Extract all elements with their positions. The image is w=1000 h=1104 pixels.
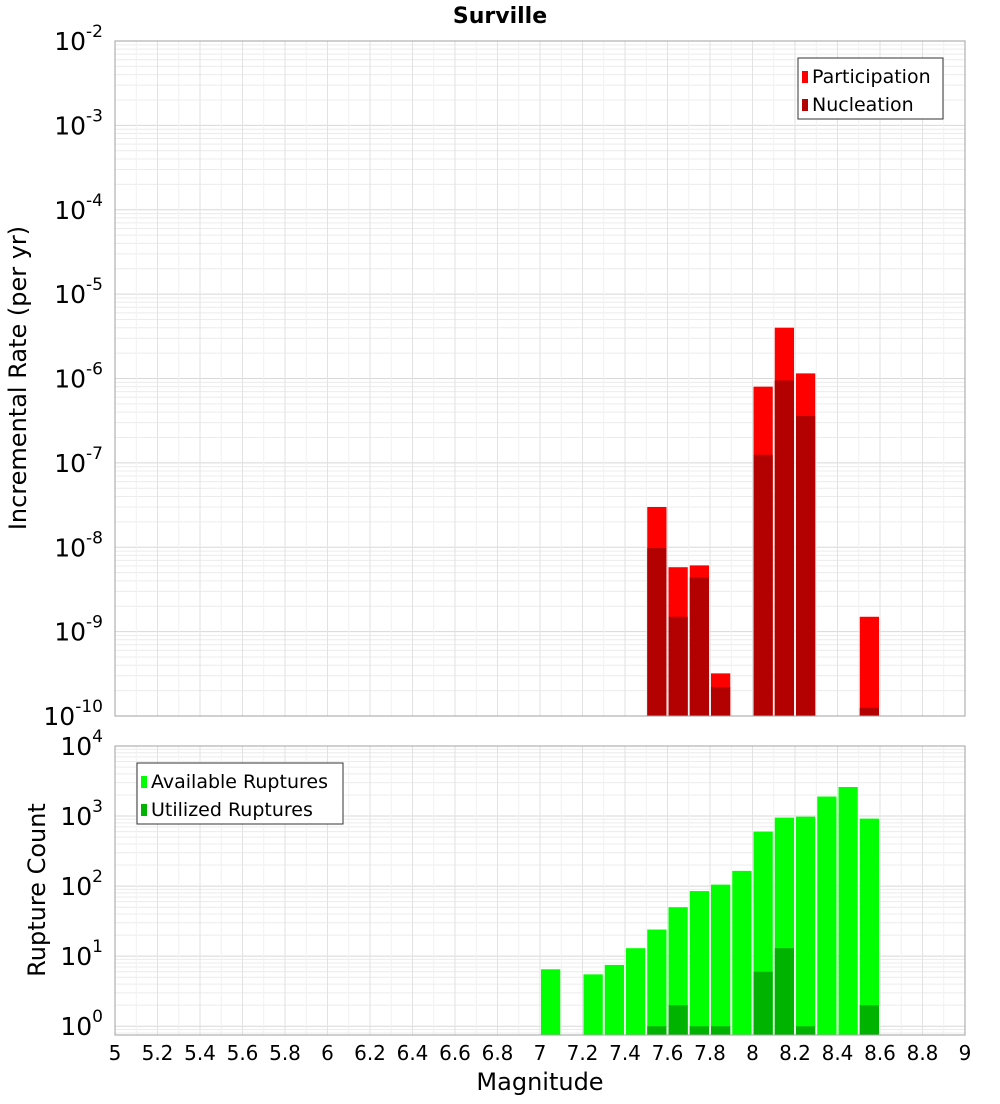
x-tick-label: 8 <box>746 1041 759 1065</box>
bottom-bar <box>689 1026 709 1035</box>
top-legend-box <box>797 57 944 120</box>
top-y-axis-label: Incremental Rate (per yr) <box>4 226 32 530</box>
top-bar <box>774 380 794 716</box>
top-gridlines <box>114 41 966 717</box>
bottom-bar <box>817 796 837 1035</box>
x-tick-label: 8.4 <box>822 1041 854 1065</box>
top-y-tick-label: 10-5 <box>54 275 103 309</box>
top-bar <box>689 577 709 716</box>
x-tick-label: 7 <box>534 1041 547 1065</box>
bottom-series-1 <box>647 948 879 1035</box>
x-tick-label: 7.8 <box>694 1041 726 1065</box>
top-bar <box>753 454 773 716</box>
x-tick-label: 9 <box>959 1041 972 1065</box>
bottom-bar <box>689 891 709 1035</box>
x-tick-label: 5.4 <box>184 1041 216 1065</box>
x-tick-label: 6.6 <box>439 1041 471 1065</box>
bottom-legend-label: Available Ruptures <box>151 771 328 793</box>
x-tick-label: 5.6 <box>227 1041 259 1065</box>
x-tick-label: 6.8 <box>482 1041 514 1065</box>
x-tick-label: 8.6 <box>864 1041 896 1065</box>
x-tick-label: 6.2 <box>354 1041 386 1065</box>
top-plot-frame <box>114 40 966 717</box>
bottom-bar <box>796 1026 816 1035</box>
bottom-legend-swatch <box>141 776 147 788</box>
bottom-y-tick-label: 103 <box>60 797 103 831</box>
top-bar <box>647 547 667 716</box>
x-tick-label: 5.2 <box>142 1041 174 1065</box>
top-y-tick-label: 10-8 <box>54 528 103 562</box>
bottom-legend: Available Ruptures Utilized Ruptures <box>136 762 344 825</box>
top-y-tick-label: 10-3 <box>54 106 103 140</box>
top-y-tick-label: 10-9 <box>54 613 103 647</box>
bottom-y-tick-label: 104 <box>60 727 103 761</box>
bottom-bar <box>859 1005 879 1035</box>
top-legend-swatch <box>802 99 808 111</box>
chart-title: Surville <box>453 4 547 29</box>
bottom-y-tick-label: 100 <box>60 1007 103 1041</box>
top-y-tick-label: 10-10 <box>43 697 103 731</box>
bottom-bar <box>796 816 816 1035</box>
top-plot-panel: 10-2 10-3 10-4 10-5 10-6 10-7 10-8 10-9 10-10 Par… <box>43 22 966 731</box>
x-tick-label: 6 <box>321 1041 334 1065</box>
x-tick-label: 8.2 <box>779 1041 811 1065</box>
bottom-bar <box>753 971 773 1035</box>
x-tick-label: 5 <box>109 1041 122 1065</box>
bottom-bar <box>541 969 561 1035</box>
x-tick-label: 7.4 <box>609 1041 641 1065</box>
x-tick-label: 5.8 <box>269 1041 301 1065</box>
bottom-bar <box>711 884 731 1035</box>
top-y-tick-label: 10-4 <box>54 191 103 225</box>
bottom-bar <box>583 974 603 1035</box>
bottom-y-axis-label: Rupture Count <box>23 803 51 977</box>
top-y-tick-label: 10-2 <box>54 22 103 56</box>
top-bar <box>859 707 879 716</box>
bottom-bar <box>838 786 858 1035</box>
top-bar <box>711 687 731 716</box>
x-axis-label: Magnitude <box>476 1068 603 1096</box>
bottom-y-tick-label: 101 <box>60 937 103 971</box>
bottom-bar <box>732 870 752 1035</box>
top-series-1 <box>647 380 879 716</box>
bottom-legend-label: Utilized Ruptures <box>151 799 313 821</box>
bottom-y-tick-label: 102 <box>60 867 103 901</box>
bottom-legend-swatch <box>141 804 147 816</box>
bottom-bar <box>647 929 667 1035</box>
bottom-series-0 <box>541 786 879 1035</box>
bottom-bar <box>626 948 646 1035</box>
bottom-legend-box <box>136 762 344 825</box>
top-legend-swatch <box>802 71 808 83</box>
top-legend-label: Participation <box>812 66 931 88</box>
top-bar <box>668 616 688 716</box>
top-bar <box>859 616 879 716</box>
top-y-tick-label: 10-7 <box>54 444 103 478</box>
top-bar <box>796 415 816 716</box>
x-tick-label: 7.2 <box>567 1041 599 1065</box>
bottom-bar <box>668 907 688 1035</box>
bottom-bar <box>774 948 794 1035</box>
top-legend: Participation Nucleation <box>797 57 944 120</box>
x-tick-label: 6.4 <box>397 1041 429 1065</box>
bottom-bar <box>859 818 879 1035</box>
bottom-bar <box>604 964 624 1035</box>
bottom-bar <box>668 1005 688 1035</box>
bottom-bar <box>647 1026 667 1035</box>
bottom-plot-frame <box>114 745 966 1036</box>
x-tick-label: 7.6 <box>652 1041 684 1065</box>
bottom-bar <box>711 1026 731 1035</box>
top-y-tick-label: 10-6 <box>54 360 103 394</box>
x-tick-label: 8.8 <box>907 1041 939 1065</box>
top-legend-label: Nucleation <box>812 94 914 116</box>
